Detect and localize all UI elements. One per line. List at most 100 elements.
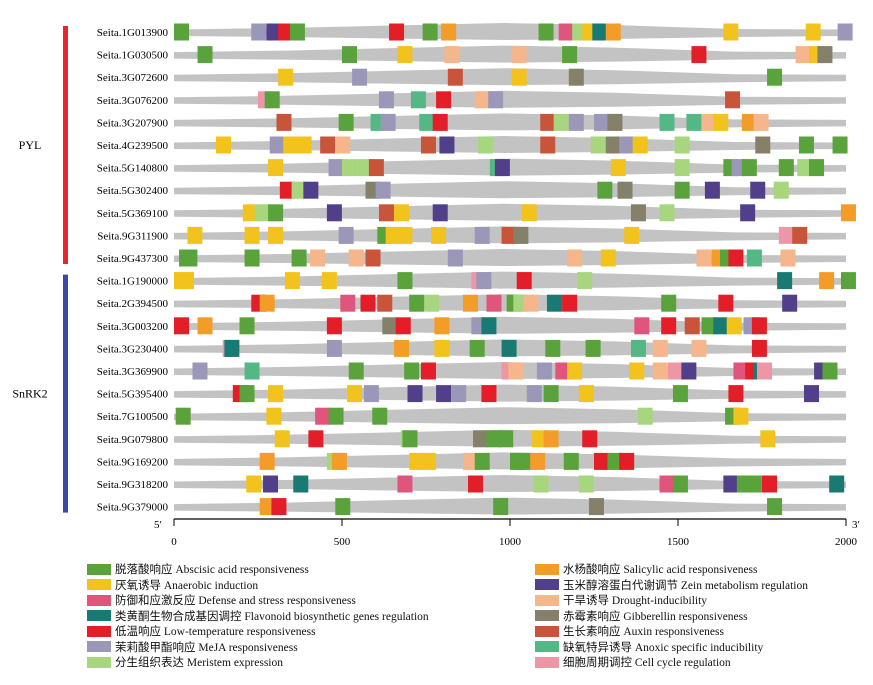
cis-element-drought [691,339,707,357]
cis-element-anaerobic [268,226,284,244]
cis-element-meja [352,68,368,86]
cis-element-anaerobic [278,68,294,86]
cis-element-abscisic [268,204,284,222]
cis-element-lowtemp [389,23,405,41]
group-bar [63,26,68,264]
cis-element-anaerobic [321,272,337,290]
cis-element-lowtemp [436,91,452,109]
cis-element-abscisic [746,475,762,493]
cis-element-lowtemp [481,385,497,403]
cis-element-drought [474,91,490,109]
cis-element-abscisic [822,362,838,380]
cis-element-meristem [342,159,357,177]
cis-element-abscisic [498,430,514,448]
x-axis-end-label: 3′ [852,519,860,531]
cis-element-lowtemp [174,317,189,335]
cis-element-abscisic [474,452,490,470]
cis-element-salicylic [259,452,275,470]
cis-element-meristem [254,204,270,222]
cis-element-lowtemp [728,385,744,403]
x-tick-label: 2000 [835,536,858,548]
gene-promoter-band [174,90,846,108]
cis-element-lowtemp [432,113,448,131]
cis-element-anaerobic [733,407,749,425]
cis-element-auxin [365,249,381,267]
cis-element-drought [652,339,668,357]
cis-element-defense [397,475,413,493]
cis-element-defense [555,362,571,380]
cis-element-meja [447,249,463,267]
cis-element-anaerobic [266,407,282,425]
cis-element-lowtemp [762,475,777,493]
cis-element-zein [303,181,319,199]
cis-element-zein [407,385,423,403]
cis-element-salicylic [840,204,856,222]
cis-element-lowtemp [582,430,598,448]
cis-element-anaerobic [187,226,203,244]
cis-element-meja [338,226,354,244]
cis-element-abscisic [486,430,502,448]
cis-element-abscisic [422,23,438,41]
group-label: SnRK2 [12,387,47,401]
cis-element-anoxic [659,113,675,131]
x-axis: 5′ 3′ 0 500 1000 1500 2000 [154,518,860,548]
cis-element-anaerobic [726,317,742,335]
gene-promoter-band [174,203,846,221]
cis-element-zein [326,204,342,222]
cis-element-abscisic [239,317,255,335]
cis-element-salicylic [434,317,450,335]
cis-element-drought [462,452,478,470]
cis-element-lowtemp [619,452,635,470]
gene-promoter-band [174,23,846,40]
cis-element-meja [328,159,344,177]
cis-element-anoxic [630,339,646,357]
cis-element-meja [476,272,492,290]
cis-element-zein [436,385,452,403]
x-tick-label: 500 [334,536,351,548]
cis-element-flavonoid [293,475,309,493]
gene-label: Seita.9G379000 [97,502,169,514]
cis-element-anaerobic [420,452,436,470]
cis-element-abscisic [328,407,344,425]
cis-element-lowtemp [271,498,287,516]
cis-element-zein [750,181,766,199]
cis-element-salicylic [819,272,835,290]
cis-element-abscisic [493,498,509,516]
cis-element-flavonoid [546,294,562,312]
cis-element-drought [567,249,583,267]
cis-element-salicylic [197,317,213,335]
cis-element-salicylic [259,498,275,516]
gene-promoter-band [174,181,846,199]
cis-element-lowtemp [308,430,324,448]
cis-element-meja [378,91,394,109]
cis-element-zein [723,475,739,493]
gene-promoter-band [174,316,846,334]
cis-element-flavonoid [481,317,497,335]
cis-element-lowtemp [728,249,744,267]
cis-element-meristem [533,475,549,493]
cis-element-gibberellin [630,204,646,222]
cis-element-cellcycle [667,362,683,380]
cis-element-lowtemp [468,475,483,493]
cis-element-flavonoid [592,23,608,41]
x-axis-start-label: 5′ [154,519,162,531]
cis-element-meja [380,113,396,131]
gene-label: Seita.1G190000 [97,276,169,288]
cis-element-flavonoid [501,339,517,357]
cis-element-defense [634,317,650,335]
cis-element-anaerobic [242,204,258,222]
cis-element-salicylic [741,113,757,131]
cis-element-zein [804,385,819,403]
cis-element-anaerobic [567,362,583,380]
cis-element-flavonoid [224,339,240,357]
cis-element-anaerobic [179,272,195,290]
cis-element-anaerobic [723,23,739,41]
cis-element-anaerobic [629,362,645,380]
cis-element-lowtemp [420,362,436,380]
cis-element-gibberellin [617,181,633,199]
cis-element-auxin [792,226,808,244]
cis-element-anoxic [686,113,702,131]
cis-element-lowtemp [326,317,342,335]
cis-element-meja [326,339,342,357]
